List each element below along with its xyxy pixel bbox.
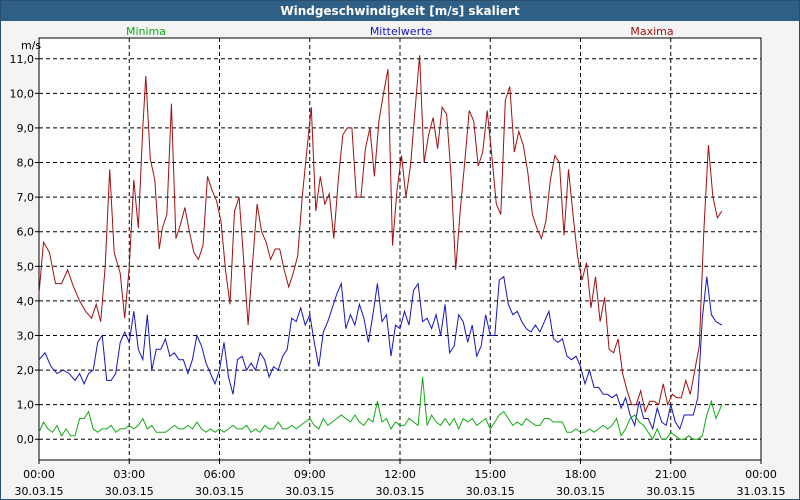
x-tick-time-label: 06:00 <box>204 468 236 481</box>
axes: m/s 0,0 1,0 2,0 3,0 4,0 5,0 6,0 7,0 8,0 9,0 10,0 11… <box>10 39 786 498</box>
y-tick-label: 11,0 <box>10 53 35 66</box>
x-tick-date-label: 31.03.15 <box>737 485 786 498</box>
y-axis-unit-label: m/s <box>21 39 41 52</box>
x-tick-time-label: 00:00 <box>23 468 55 481</box>
series-lines <box>38 55 723 441</box>
y-tick-label: 9,0 <box>17 122 35 135</box>
x-tick-time-label: 00:00 <box>745 468 777 481</box>
y-tick-label: 5,0 <box>17 260 35 273</box>
x-tick-date-label: 30.03.15 <box>15 485 64 498</box>
window-title: Windgeschwindigkeit [m/s] skaliert <box>1 1 799 21</box>
y-tick-label: 3,0 <box>17 329 35 342</box>
x-tick-time-label: 03:00 <box>113 468 145 481</box>
y-tick-label: 4,0 <box>17 295 35 308</box>
x-tick-time-label: 21:00 <box>655 468 687 481</box>
y-tick-label: 8,0 <box>17 157 35 170</box>
x-tick-time-label: 09:00 <box>294 468 326 481</box>
x-tick-date-label: 30.03.15 <box>376 485 425 498</box>
x-tick-date-label: 30.03.15 <box>556 485 605 498</box>
legend-mittelwerte: Mittelwerte <box>370 25 433 38</box>
x-tick-time-label: 15:00 <box>474 468 506 481</box>
y-tick-label: 10,0 <box>10 87 35 100</box>
x-tick-date-label: 30.03.15 <box>466 485 515 498</box>
x-tick-time-label: 12:00 <box>384 468 416 481</box>
y-tick-label: 2,0 <box>17 364 35 377</box>
legend-minima: Minima <box>126 25 166 38</box>
y-tick-label: 6,0 <box>17 226 35 239</box>
x-tick-date-label: 30.03.15 <box>646 485 695 498</box>
grid <box>39 38 761 460</box>
series-line-mittelwerte <box>38 275 723 431</box>
legend-maxima: Maxima <box>630 25 673 38</box>
x-tick-time-label: 18:00 <box>565 468 597 481</box>
y-tick-label: 0,0 <box>17 433 35 446</box>
series-line-minima <box>38 376 723 441</box>
y-tick-label: 1,0 <box>17 399 35 412</box>
legend: Minima Mittelwerte Maxima <box>126 25 674 38</box>
x-tick-date-label: 30.03.15 <box>105 485 154 498</box>
x-tick-date-label: 30.03.15 <box>285 485 334 498</box>
series-line-maxima <box>38 55 723 414</box>
y-tick-label: 7,0 <box>17 191 35 204</box>
x-tick-date-label: 30.03.15 <box>195 485 244 498</box>
